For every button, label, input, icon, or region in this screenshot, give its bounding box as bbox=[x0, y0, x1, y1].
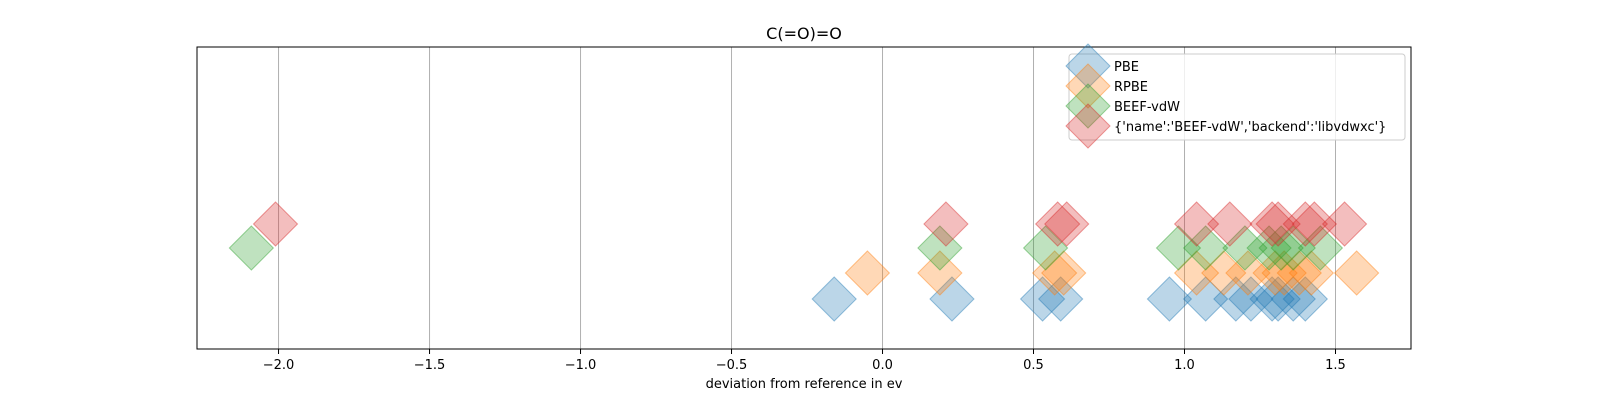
x-tick-label: −0.5 bbox=[716, 358, 748, 373]
data-point bbox=[1261, 250, 1307, 296]
data-point bbox=[1282, 276, 1329, 322]
data-point bbox=[1321, 201, 1368, 247]
data-point bbox=[1270, 225, 1316, 271]
x-tick-label: −2.0 bbox=[263, 358, 295, 373]
data-point bbox=[1297, 225, 1344, 271]
series-3 bbox=[252, 201, 1368, 247]
data-point bbox=[1288, 250, 1335, 296]
data-point bbox=[1276, 250, 1322, 296]
legend-label: {'name':'BEEF-vdW','backend':'libvdwxc'} bbox=[1114, 120, 1386, 135]
data-point bbox=[1022, 225, 1069, 271]
data-point bbox=[1146, 276, 1193, 322]
x-axis-label: deviation from reference in ev bbox=[706, 377, 903, 392]
data-point bbox=[1173, 250, 1220, 296]
data-point bbox=[917, 225, 963, 271]
legend-marker bbox=[1065, 43, 1111, 89]
data-point bbox=[1222, 225, 1268, 271]
x-axis: −2.0 −1.5 −1.0 −0.5 0.0 0.5 1.0 1.5 bbox=[263, 349, 1346, 373]
legend-marker bbox=[1065, 83, 1111, 129]
data-point bbox=[1034, 201, 1081, 247]
data-point bbox=[1291, 201, 1338, 247]
data-point bbox=[1228, 276, 1274, 322]
legend-label: PBE bbox=[1114, 60, 1139, 75]
x-tick-label: 0.5 bbox=[1023, 358, 1044, 373]
data-point bbox=[1173, 201, 1220, 247]
data-point bbox=[1249, 201, 1295, 247]
data-point bbox=[1252, 250, 1298, 296]
legend-marker bbox=[1065, 103, 1111, 149]
data-point bbox=[1225, 250, 1271, 296]
plot-frame bbox=[196, 46, 1412, 350]
x-tick-label: −1.0 bbox=[565, 358, 597, 373]
data-point bbox=[1333, 250, 1380, 296]
x-tick-label: 0.0 bbox=[872, 358, 893, 373]
data-point bbox=[1207, 201, 1253, 247]
data-point bbox=[1246, 225, 1292, 271]
series-1 bbox=[844, 250, 1380, 296]
data-point bbox=[811, 276, 857, 322]
legend-label: BEEF-vdW bbox=[1114, 100, 1180, 115]
data-point bbox=[1037, 276, 1084, 322]
data-point bbox=[1255, 276, 1301, 322]
legend-label: RPBE bbox=[1114, 80, 1148, 95]
data-point bbox=[1031, 250, 1078, 296]
legend: PBE RPBE BEEF-vdW {'name':'BEEF-vdW','backe… bbox=[1065, 43, 1406, 149]
data-point bbox=[1041, 250, 1087, 296]
data-point bbox=[252, 201, 299, 247]
data-point bbox=[929, 276, 975, 322]
data-point bbox=[1019, 276, 1066, 322]
data-point bbox=[1258, 225, 1304, 271]
data-point bbox=[1213, 276, 1259, 322]
data-point bbox=[1255, 201, 1301, 247]
chart-title: C(=O)=O bbox=[766, 24, 842, 43]
data-point bbox=[1182, 276, 1229, 322]
data-point bbox=[1282, 201, 1329, 247]
data-point bbox=[1201, 250, 1247, 296]
legend-box bbox=[1068, 53, 1406, 141]
data-point bbox=[1270, 276, 1316, 322]
series-2 bbox=[228, 225, 1344, 271]
series-0 bbox=[811, 276, 1329, 322]
x-tick-label: −1.5 bbox=[414, 358, 446, 373]
data-point bbox=[228, 225, 275, 271]
data-point bbox=[1155, 225, 1202, 271]
legend-marker bbox=[1065, 63, 1111, 109]
data-point bbox=[1044, 201, 1090, 247]
data-point bbox=[1249, 276, 1295, 322]
data-point bbox=[844, 250, 891, 296]
data-point bbox=[917, 250, 963, 296]
x-tick-label: 1.0 bbox=[1174, 358, 1195, 373]
marker-layer bbox=[228, 201, 1380, 322]
data-point bbox=[1182, 225, 1229, 271]
data-point bbox=[923, 201, 969, 247]
x-tick-label: 1.5 bbox=[1325, 358, 1346, 373]
